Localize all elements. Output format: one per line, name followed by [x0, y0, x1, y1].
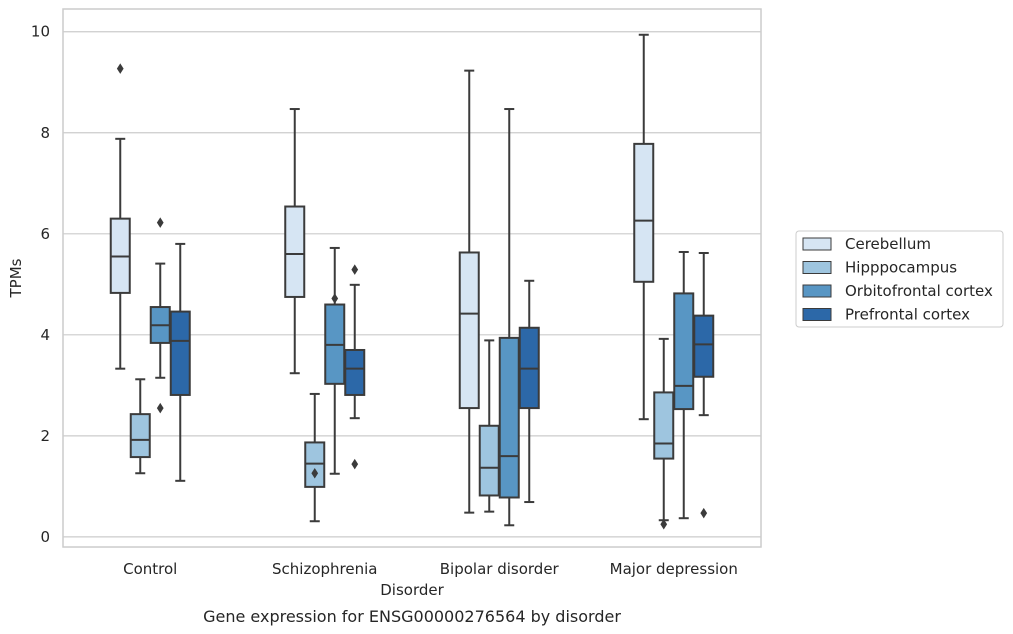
legend-swatch — [802, 237, 832, 251]
x-tick-label-major-depression: Major depression — [610, 560, 738, 578]
x-tick-label-control: Control — [123, 560, 177, 578]
legend-swatch — [802, 261, 832, 274]
outlier-point — [156, 402, 164, 414]
box-hipppocampus-control — [129, 378, 151, 475]
x-tick-label-schizophrenia: Schizophrenia — [272, 560, 377, 578]
box-iqr — [169, 310, 191, 396]
plot-area — [62, 8, 762, 548]
outlier-point — [311, 467, 319, 479]
outlier-point — [660, 519, 668, 530]
box-orbitofrontal-cortex-control — [149, 217, 171, 414]
x-axis-title: Disorder — [380, 581, 444, 599]
legend-frame — [795, 230, 1004, 328]
box-iqr — [284, 205, 306, 298]
legend-swatch — [802, 308, 832, 321]
box-iqr — [633, 142, 655, 283]
box-orbitofrontal-cortex-schizophrenia — [324, 246, 346, 475]
outlier-point — [351, 264, 359, 275]
outlier-point — [116, 63, 124, 74]
box-iqr — [693, 314, 715, 378]
y-axis-title: TPMs — [7, 258, 25, 298]
legend-item-orbitofrontal-cortex: Orbitofrontal cortex — [802, 282, 993, 300]
outlier-point — [156, 217, 164, 228]
y-tick-label-10: 10 — [31, 23, 50, 41]
y-tick-label-2: 2 — [40, 427, 50, 445]
box-iqr — [673, 292, 695, 411]
box-hipppocampus-schizophrenia — [304, 392, 326, 523]
box-iqr — [478, 424, 500, 497]
box-prefrontal-cortex-control — [169, 242, 191, 482]
legend-item-hipppocampus: Hipppocampus — [802, 259, 957, 277]
outlier-point — [700, 507, 708, 519]
y-tick-label-0: 0 — [40, 528, 50, 546]
box-iqr — [129, 413, 151, 459]
y-tick-label-6: 6 — [40, 225, 50, 243]
x-tick-labels: Control Schizophrenia Bipolar disorder Majo… — [123, 560, 738, 578]
y-tick-label-8: 8 — [40, 124, 50, 142]
boxes — [109, 33, 715, 530]
box-cerebellum-control — [109, 63, 131, 370]
legend-label: Orbitofrontal cortex — [845, 282, 993, 300]
legend-label: Prefrontal cortex — [845, 306, 970, 324]
legend-swatch — [802, 284, 832, 298]
box-iqr — [304, 441, 326, 488]
legend-label: Cerebellum — [845, 235, 931, 253]
box-cerebellum-bipolar-disorder — [458, 69, 480, 514]
box-hipppocampus-major-depression — [653, 337, 675, 530]
box-prefrontal-cortex-bipolar-disorder — [518, 279, 540, 504]
x-tick-label-bipolar-disorder: Bipolar disorder — [440, 560, 560, 578]
legend-item-cerebellum: Cerebellum — [802, 235, 931, 253]
box-orbitofrontal-cortex-bipolar-disorder — [498, 108, 520, 527]
box-iqr — [498, 336, 520, 499]
y-tick-label-4: 4 — [40, 326, 50, 344]
legend-label: Hipppocampus — [845, 259, 957, 277]
box-iqr — [458, 251, 480, 410]
outlier-point — [331, 293, 339, 304]
box-cerebellum-schizophrenia — [284, 108, 306, 375]
box-prefrontal-cortex-major-depression — [693, 251, 715, 519]
box-iqr — [653, 391, 675, 460]
box-cerebellum-major-depression — [633, 33, 655, 421]
y-tick-labels: 0 2 4 6 8 10 — [31, 23, 50, 546]
outlier-point — [351, 458, 359, 470]
box-prefrontal-cortex-schizophrenia — [344, 264, 366, 470]
legend-item-prefrontal-cortex: Prefrontal cortex — [802, 306, 970, 324]
box-hipppocampus-bipolar-disorder — [478, 339, 500, 513]
chart-caption: Gene expression for ENSG00000276564 by d… — [203, 607, 621, 626]
box-iqr — [344, 348, 366, 396]
legend: Cerebellum Hipppocampus Orbitofrontal cort… — [795, 230, 1004, 328]
